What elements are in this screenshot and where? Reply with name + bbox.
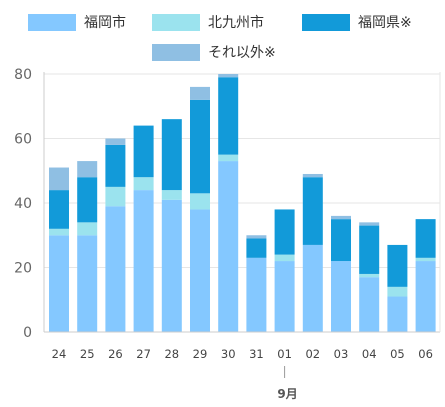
bar-segment[interactable] — [331, 219, 351, 262]
bar-segment[interactable] — [161, 199, 182, 332]
legend-item-other[interactable]: それ以外※ — [152, 42, 276, 62]
bar-segment[interactable] — [105, 144, 126, 187]
bar-segment[interactable] — [77, 222, 98, 236]
bar-segment[interactable] — [246, 235, 267, 239]
bar-segment[interactable] — [331, 261, 351, 332]
bar-segment[interactable] — [415, 261, 436, 332]
bar-segment[interactable] — [49, 167, 69, 191]
bar-segment[interactable] — [246, 238, 267, 258]
y-tick-label: 40 — [14, 196, 32, 212]
bar-segment[interactable] — [77, 235, 98, 332]
bar-segment[interactable] — [359, 273, 380, 278]
bar-segment[interactable] — [359, 222, 380, 226]
bar-segment[interactable] — [387, 286, 408, 297]
bar-segment[interactable] — [415, 219, 436, 258]
legend-swatch — [152, 43, 200, 61]
bar-segment[interactable] — [161, 119, 182, 191]
x-tick-label: 24 — [52, 347, 67, 361]
bar-segment[interactable] — [274, 254, 295, 262]
bar-segment[interactable] — [302, 244, 323, 332]
bar-segment[interactable] — [387, 296, 408, 332]
bar-segment[interactable] — [161, 190, 182, 200]
bar-segment[interactable] — [331, 215, 351, 220]
legend-label: 福岡県※ — [358, 15, 412, 31]
bar-segment[interactable] — [246, 257, 267, 332]
bar-segment[interactable] — [49, 228, 69, 236]
bar-segment[interactable] — [302, 173, 323, 178]
tick-labels: 0 20 40 60 80 24 25 26 27 28 29 30 31 01 9月 02 03 04 05 06 — [14, 67, 433, 401]
bar-segment[interactable] — [105, 186, 126, 207]
x-tick-label: 04 — [362, 347, 377, 361]
axes — [43, 72, 441, 333]
y-tick-label: 20 — [14, 261, 32, 277]
bar-segment[interactable] — [415, 257, 436, 262]
bar-segment[interactable] — [190, 209, 210, 332]
legend-swatch — [152, 13, 200, 31]
bar-segment[interactable] — [190, 86, 210, 100]
bar-segment[interactable] — [105, 206, 126, 332]
bar-segment[interactable] — [77, 161, 98, 178]
bar-segment[interactable] — [274, 209, 295, 255]
legend-item-fukuoka-pref[interactable]: 福岡県※ — [302, 12, 412, 32]
bar-segment[interactable] — [190, 193, 210, 210]
bar-segment[interactable] — [274, 261, 295, 332]
legend-label: 北九州市 — [208, 15, 264, 31]
x-tick-label: 31 — [249, 347, 264, 361]
bar-segment[interactable] — [302, 177, 323, 245]
bar-segment[interactable] — [387, 244, 408, 287]
x-tick-label: 02 — [305, 347, 320, 361]
bar-segment[interactable] — [133, 125, 154, 178]
bar-segment[interactable] — [190, 99, 210, 194]
bar-segment[interactable] — [218, 161, 239, 332]
legend-swatch — [28, 13, 76, 31]
bar-segment[interactable] — [359, 225, 380, 274]
bar-segment[interactable] — [105, 138, 126, 145]
x-tick-label: 01 — [277, 347, 292, 361]
y-tick-label: 60 — [14, 132, 32, 148]
bar-segment[interactable] — [218, 74, 239, 78]
bar-segment[interactable] — [77, 177, 98, 223]
x-tick-label: 25 — [80, 347, 95, 361]
grid-lines — [44, 73, 440, 268]
x-tick-label: 29 — [193, 347, 208, 361]
bar-segment[interactable] — [359, 277, 380, 332]
legend-item-fukuoka-city[interactable]: 福岡市 — [28, 12, 126, 32]
legend-label: それ以外※ — [208, 45, 276, 61]
x-tick-label: 05 — [390, 347, 405, 361]
bar-segment[interactable] — [133, 190, 154, 332]
x-tick-label: 03 — [334, 347, 349, 361]
bar-segment[interactable] — [49, 235, 69, 332]
x-tick-label: 30 — [221, 347, 236, 361]
chart-legend: 福岡市 北九州市 福岡県※ それ以外※ — [0, 0, 445, 72]
bar-segment[interactable] — [218, 77, 239, 155]
x-tick-label: 28 — [164, 347, 179, 361]
month-label: 9月 — [277, 387, 297, 401]
bars — [49, 74, 436, 332]
bar-segment[interactable] — [133, 177, 154, 191]
legend-swatch — [302, 13, 350, 31]
x-tick-label: 27 — [136, 347, 151, 361]
bar-segment[interactable] — [218, 154, 239, 162]
x-tick-label: 06 — [418, 347, 433, 361]
y-tick-label: 80 — [14, 67, 32, 83]
x-tick-label: 26 — [108, 347, 123, 361]
y-tick-label: 0 — [23, 325, 32, 341]
legend-item-kitakyushu-city[interactable]: 北九州市 — [152, 12, 264, 32]
legend-label: 福岡市 — [84, 15, 126, 31]
bar-segment[interactable] — [49, 190, 69, 229]
